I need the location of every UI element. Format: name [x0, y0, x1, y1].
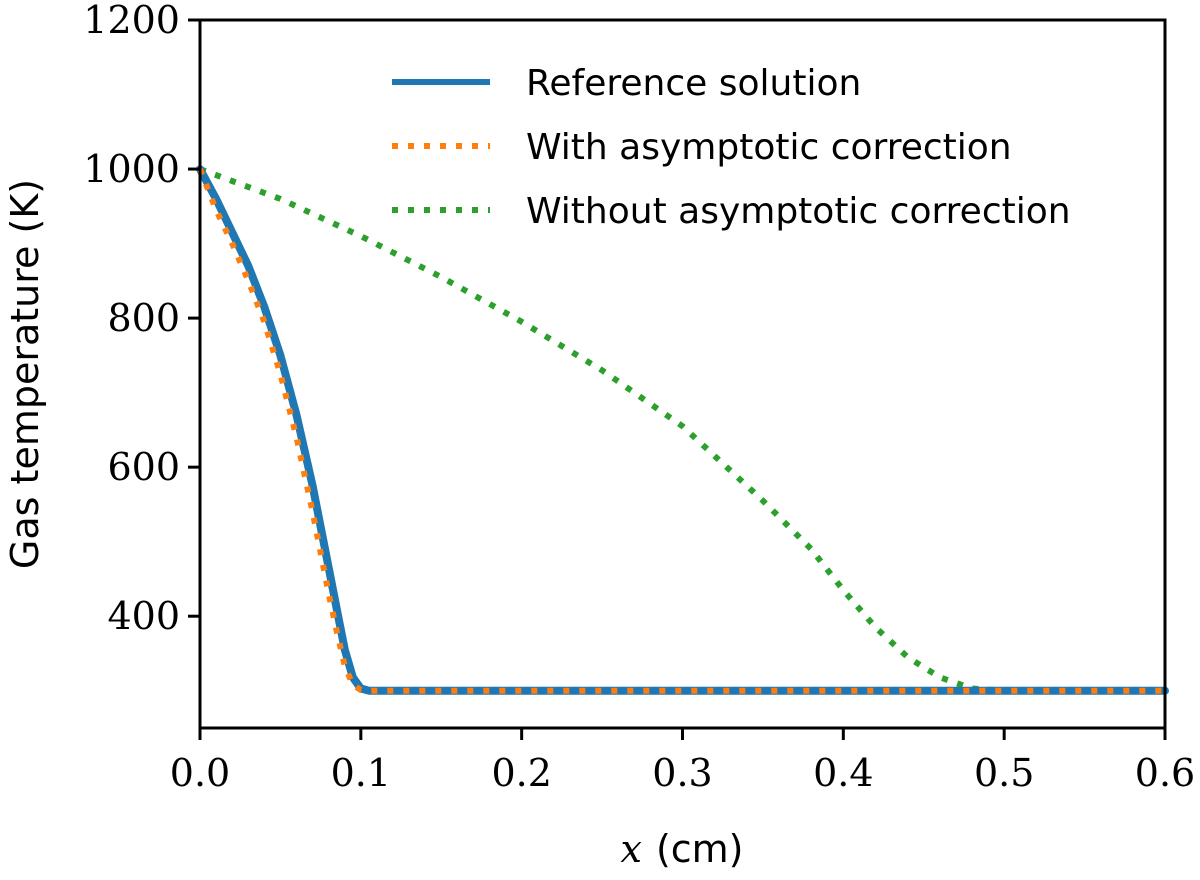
series-line-with-asymptotic-correction	[197, 168, 1165, 694]
x-axis-variable: x	[621, 827, 642, 871]
y-tick-label: 600	[107, 445, 180, 489]
y-tick-label: 1200	[83, 0, 180, 42]
tick-layer: 0.0 0.1 0.2 0.3 0.4 0.5 0.6 400 600 800 1000 1200	[83, 0, 1195, 795]
x-tick-label: 0.6	[1135, 751, 1195, 795]
legend-label-with-correction: With asymptotic correction	[526, 127, 1012, 168]
x-tick-label: 0.4	[813, 751, 873, 795]
y-axis-title: Gas temperature (K)	[3, 179, 47, 569]
legend-label-without-correction: Without asymptotic correction	[526, 191, 1071, 232]
series-line-without-asymptotic-correction	[198, 166, 1165, 694]
y-tick-label: 1000	[83, 147, 180, 191]
x-tick-label: 0.3	[652, 751, 712, 795]
x-tick-label: 0.2	[491, 751, 551, 795]
series-line-reference-solution	[196, 165, 1169, 695]
legend: Reference solution With asymptotic corre…	[392, 63, 1071, 232]
x-axis-unit: (cm)	[656, 827, 744, 871]
x-axis-title: x (cm)	[621, 827, 744, 871]
y-tick-label: 800	[107, 296, 180, 340]
x-tick-label: 0.1	[331, 751, 391, 795]
series-layer	[196, 165, 1169, 695]
legend-label-reference: Reference solution	[526, 63, 861, 104]
x-tick-label: 0.0	[170, 751, 230, 795]
x-tick-label: 0.5	[974, 751, 1034, 795]
y-tick-label: 400	[107, 594, 180, 638]
